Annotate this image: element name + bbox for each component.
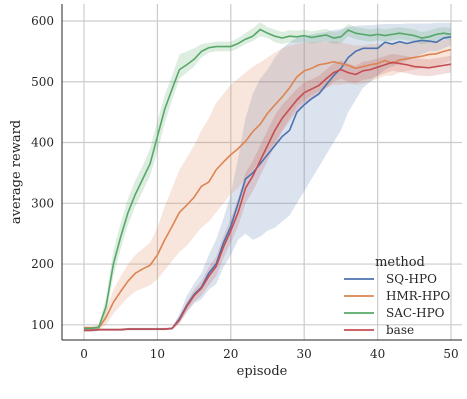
x-tick-label: 20: [223, 347, 238, 361]
legend-label-sac-hpo: SAC-HPO: [386, 306, 445, 320]
axes: [61, 4, 462, 341]
band-hmr-hpo: [84, 39, 451, 330]
y-axis-title: average reward: [9, 120, 24, 224]
x-axis-title: episode: [237, 364, 288, 379]
x-tick-label: 30: [297, 347, 312, 361]
y-tick-label: 100: [31, 318, 54, 332]
x-tick-label: 50: [443, 347, 458, 361]
y-tick-label: 200: [31, 257, 54, 271]
y-tick-label: 600: [31, 14, 54, 28]
series-lines: [84, 28, 452, 332]
line-sac-hpo: [84, 28, 452, 330]
legend-items: SQ-HPO HMR-HPO SAC-HPO base: [344, 272, 450, 337]
grid: [62, 4, 462, 340]
legend-label-sq-hpo: SQ-HPO: [386, 272, 437, 286]
confidence-bands: [84, 22, 451, 332]
y-tick-label: 300: [31, 196, 54, 210]
x-tick-label: 40: [370, 347, 385, 361]
y-tick-label: 500: [31, 75, 54, 89]
legend-label-base: base: [386, 323, 414, 337]
tick-labels: 0 10 20 30 40 50 100 200 300 400 500 600: [31, 14, 459, 361]
legend-label-hmr-hpo: HMR-HPO: [386, 289, 450, 303]
x-tick-label: 0: [80, 347, 88, 361]
legend-title: method: [375, 255, 425, 270]
x-tick-label: 10: [150, 347, 165, 361]
legend: method SQ-HPO HMR-HPO SAC-HPO base: [344, 255, 450, 337]
y-tick-label: 400: [31, 136, 54, 150]
band-sq-hpo: [84, 22, 451, 332]
line-base: [84, 61, 452, 332]
